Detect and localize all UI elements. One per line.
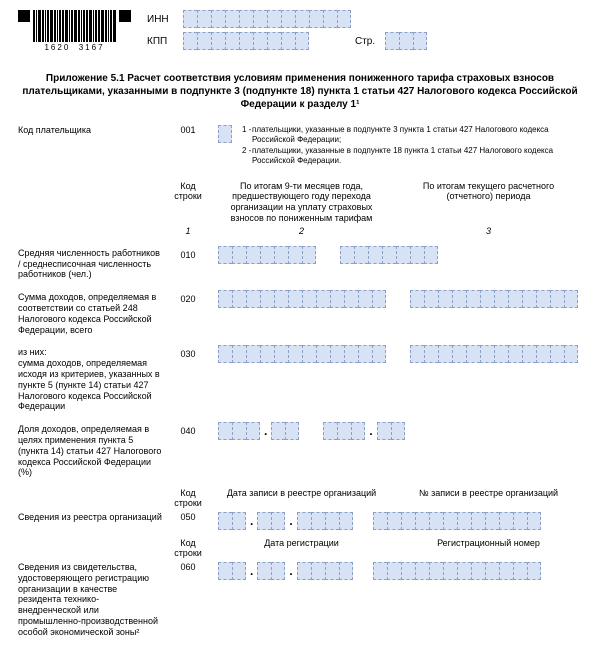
barcode-num-left: 1620 — [44, 43, 70, 52]
kpp-field[interactable] — [183, 32, 309, 50]
marker-square-left — [18, 10, 30, 22]
cert-header: Код строки Дата регистрации Регистрацион… — [18, 538, 582, 558]
row-label: Доля доходов, определяемая в целях приме… — [18, 422, 168, 478]
col3-header: По итогам текущего расчетного (отчетного… — [395, 181, 582, 224]
barcode-block: 1620 3167 — [18, 10, 131, 52]
row-code: 010 — [168, 246, 208, 260]
cert-date-header: Дата регистрации — [208, 538, 395, 558]
value-col2[interactable] — [218, 290, 386, 308]
registry-date-field[interactable]: . . — [218, 512, 353, 530]
value-col2[interactable]: . — [218, 422, 299, 440]
page-label: Стр. — [355, 36, 375, 47]
registry-num-header: № записи в реестре организаций — [395, 488, 582, 508]
col-code-header: Код строки — [168, 181, 208, 224]
value-col3[interactable] — [410, 290, 578, 308]
payer-label: Код плательщика — [18, 125, 168, 136]
inn-field[interactable] — [183, 10, 351, 28]
cert-row: Сведения из свидетельства, удостоверяюще… — [18, 562, 582, 638]
registry-date-header: Дата записи в реестре организаций — [208, 488, 395, 508]
payer-field[interactable] — [218, 125, 232, 143]
registry-code: 050 — [168, 512, 208, 522]
kpp-label: КПП — [147, 36, 177, 47]
payer-code: 001 — [168, 125, 208, 135]
row-code: 030 — [168, 345, 208, 359]
cert-date-field[interactable]: . . — [218, 562, 353, 580]
value-col2[interactable] — [218, 345, 386, 363]
value-col3[interactable] — [340, 246, 438, 264]
registry-header: Код строки Дата записи в реестре организ… — [18, 488, 582, 508]
page-field[interactable] — [385, 32, 427, 50]
table-row: Средняя численность работников / среднес… — [18, 246, 582, 280]
value-col2[interactable] — [218, 246, 316, 264]
inn-label: ИНН — [147, 14, 177, 25]
registry-row: Сведения из реестра организаций 050 . . — [18, 512, 582, 530]
table-row: из них: сумма доходов, определяемая исхо… — [18, 345, 582, 412]
barcode-num-right: 3167 — [79, 43, 105, 52]
row-label: Средняя численность работников / среднес… — [18, 246, 168, 280]
form-title: Приложение 5.1 Расчет соответствия услов… — [22, 72, 578, 111]
value-col3[interactable]: . — [323, 422, 404, 440]
table-header: Код строки По итогам 9-ти месяцев года, … — [18, 181, 582, 224]
form-header: 1620 3167 ИНН КПП Стр. — [18, 10, 582, 54]
payer-notes: 1 -плательщики, указанные в подпункте 3 … — [232, 125, 582, 167]
cert-code: 060 — [168, 562, 208, 572]
cert-num-header: Регистрационный номер — [395, 538, 582, 558]
column-numbers: 1 2 3 — [18, 226, 582, 236]
cert-label: Сведения из свидетельства, удостоверяюще… — [18, 562, 168, 638]
registry-label: Сведения из реестра организаций — [18, 512, 168, 523]
row-code: 020 — [168, 290, 208, 304]
payer-code-row: Код плательщика 001 1 -плательщики, указ… — [18, 125, 582, 167]
registry-num-field[interactable] — [373, 512, 541, 530]
col2-header: По итогам 9-ти месяцев года, предшествую… — [208, 181, 395, 224]
row-label: Сумма доходов, определяемая в соответств… — [18, 290, 168, 335]
barcode: 1620 3167 — [33, 10, 116, 52]
marker-square-right — [119, 10, 131, 22]
row-label: из них: сумма доходов, определяемая исхо… — [18, 345, 168, 412]
table-row: Доля доходов, определяемая в целях приме… — [18, 422, 582, 478]
table-row: Сумма доходов, определяемая в соответств… — [18, 290, 582, 335]
cert-num-field[interactable] — [373, 562, 541, 580]
row-code: 040 — [168, 422, 208, 436]
value-col3[interactable] — [410, 345, 578, 363]
